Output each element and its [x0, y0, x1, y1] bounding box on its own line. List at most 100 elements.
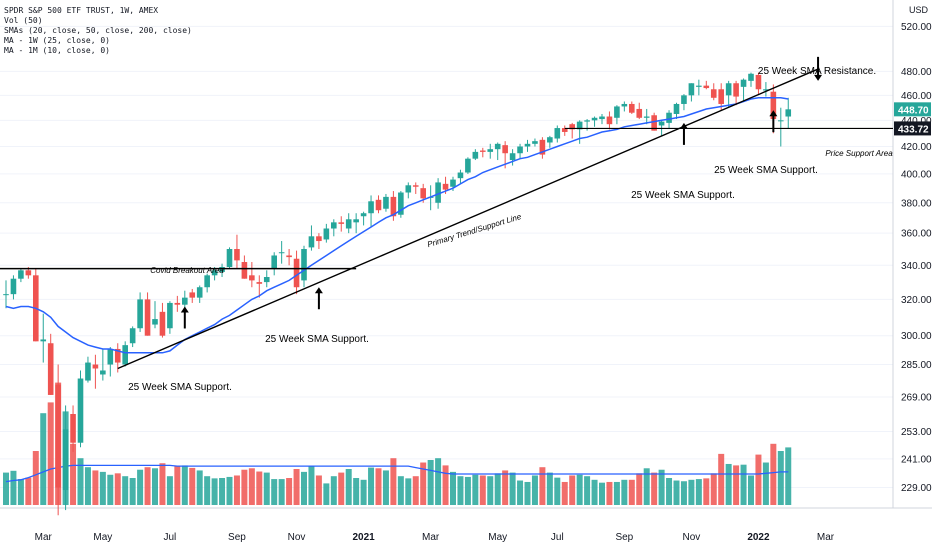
candle-body	[219, 266, 225, 272]
y-tick-label: 360.00	[901, 229, 932, 240]
sma-25-line	[5, 97, 789, 354]
candle-body	[122, 345, 128, 365]
volume-bar	[509, 472, 516, 505]
candle-body	[55, 384, 61, 488]
candle-body	[740, 79, 747, 87]
candle-body	[584, 120, 590, 122]
candle-body	[18, 270, 24, 279]
volume-bar	[196, 470, 203, 505]
volume-bar	[733, 465, 740, 505]
support-price-tag: 433.72	[898, 124, 929, 135]
volume-bar	[420, 462, 427, 505]
current-price-tag-bg	[894, 102, 931, 117]
candle-body	[360, 213, 367, 217]
candle-body	[696, 85, 702, 87]
volume-bar	[122, 476, 129, 505]
volume-bar	[263, 472, 270, 505]
annotation-support-3: 25 Week SMA Support.	[631, 190, 735, 201]
volume-bar	[591, 479, 598, 505]
x-tick-label: Nov	[288, 532, 306, 543]
volume-bar	[360, 479, 367, 505]
volume-bar	[301, 471, 307, 505]
candle-body	[70, 413, 76, 443]
candle-body	[100, 370, 106, 375]
candle-body	[554, 128, 561, 139]
volume-bar	[673, 480, 680, 505]
volume-bar	[546, 472, 553, 505]
candle-body	[40, 339, 47, 342]
candle-body	[338, 222, 345, 224]
volume-bar	[77, 458, 84, 505]
volume-bar	[397, 476, 404, 505]
candle-body	[383, 196, 389, 209]
volume-bar	[345, 469, 352, 505]
volume-bar	[457, 476, 464, 505]
volume-bar	[107, 474, 114, 505]
candle-body	[92, 364, 99, 369]
volume-bar	[144, 467, 151, 505]
volume-bar	[554, 477, 561, 505]
volume-bar	[695, 479, 702, 505]
x-tick-label: Jul	[164, 532, 177, 543]
y-tick-label: 440.00	[901, 116, 932, 127]
volume-bar	[539, 467, 546, 505]
candle-body	[323, 228, 330, 240]
candle-body	[152, 319, 158, 325]
legend-vol: Vol (50)	[4, 16, 43, 25]
candle-body	[301, 249, 307, 281]
annotation-price-support: Price Support Area	[825, 149, 893, 158]
legend-title: SPDR S&P 500 ETF TRUST, 1W, AMEX	[4, 6, 159, 15]
y-tick-label: 300.00	[901, 331, 932, 342]
candle-body	[368, 201, 374, 214]
candle-body	[636, 108, 643, 118]
y-tick-label: 269.00	[901, 393, 932, 404]
volume-bar	[442, 465, 449, 505]
candle-body	[614, 106, 620, 118]
volume-bar	[84, 467, 91, 505]
volume-bar	[293, 469, 300, 505]
x-tick-label: Jul	[551, 532, 564, 543]
candle-body	[211, 270, 218, 276]
y-tick-label: 320.00	[901, 295, 932, 306]
volume-bar	[710, 473, 717, 505]
currency-label[interactable]: USD	[908, 5, 928, 15]
volume-bar	[233, 475, 240, 505]
candle-body	[718, 89, 724, 104]
volume-bar	[271, 479, 278, 505]
candle-body	[472, 151, 479, 159]
candle-body	[591, 117, 598, 121]
volume-bar	[628, 479, 635, 505]
support-arrow-1-head	[180, 306, 189, 313]
volume-bar	[703, 478, 710, 505]
candle-body	[286, 255, 292, 258]
volume-bar	[427, 460, 434, 505]
candle-body	[725, 83, 732, 96]
volume-bar	[748, 475, 754, 505]
candle-body	[502, 145, 508, 154]
candle-body	[755, 74, 762, 90]
x-tick-label: Mar	[35, 532, 53, 543]
volume-bar	[479, 475, 486, 505]
annotation-covid: Covid Breakout Area	[150, 266, 224, 275]
y-tick-label: 420.00	[901, 142, 932, 153]
candle-body	[651, 115, 657, 131]
resistance-arrow-head	[814, 74, 823, 81]
volume-bar	[189, 467, 196, 505]
volume-bar	[390, 458, 397, 505]
volume-bar	[382, 470, 389, 505]
candle-body	[375, 199, 382, 211]
x-tick-label: May	[488, 532, 507, 543]
volume-bar	[353, 478, 360, 505]
candle-body	[487, 149, 494, 152]
x-tick-label: Mar	[422, 532, 440, 543]
candle-body	[241, 262, 248, 279]
support-arrow-4-head	[769, 110, 778, 117]
candle-body	[353, 219, 359, 223]
volume-bar	[561, 481, 568, 505]
volume-bar	[643, 468, 650, 505]
volume-sma-line	[5, 464, 789, 483]
candle-body	[666, 112, 672, 123]
volume-bar	[569, 475, 576, 505]
y-tick-label: 480.00	[901, 67, 932, 78]
volume-bar	[517, 480, 524, 505]
